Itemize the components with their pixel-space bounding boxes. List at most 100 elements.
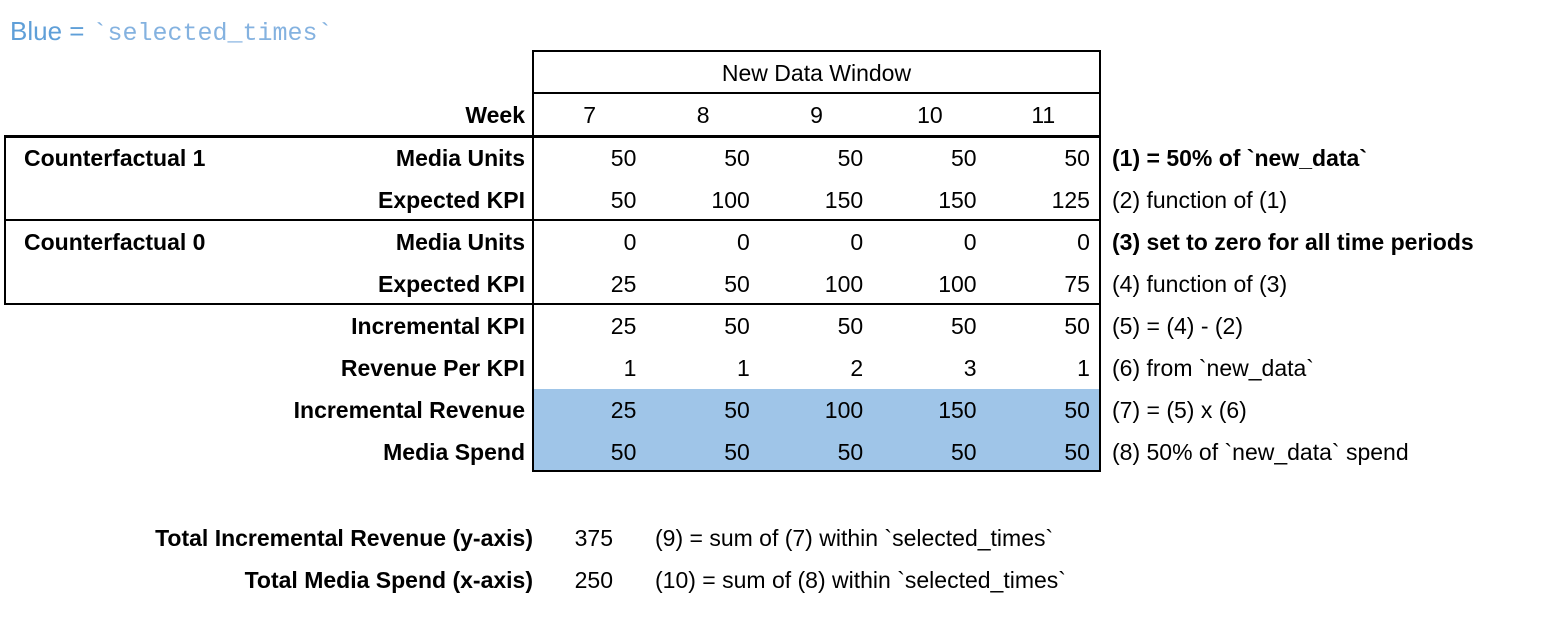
annotation-1: (1) = 50% of `new_data` [1112, 145, 1367, 171]
table-row-cf0-media-units: Counterfactual 0 Media Units 0 0 0 0 0 [4, 221, 1100, 263]
annotation-7: (7) = (5) x (6) [1112, 397, 1247, 423]
legend-blue-note: Blue = `selected_times` [10, 16, 333, 48]
table-row-cf1-expected-kpi: Expected KPI 50 100 150 150 125 [4, 179, 1100, 221]
data-cell: 0 [736, 229, 750, 255]
data-cell-highlighted: 25 [610, 397, 637, 423]
week-header-row: Week 7 8 9 10 11 [4, 94, 1100, 136]
data-cell-highlighted: 50 [724, 397, 750, 423]
data-cell-highlighted: 50 [1064, 397, 1090, 423]
week-number: 10 [917, 102, 943, 128]
row-label: Media Units [395, 229, 525, 255]
data-cell: 50 [610, 187, 637, 213]
data-cell: 100 [711, 187, 750, 213]
annotation-6: (6) from `new_data` [1112, 355, 1314, 381]
data-cell: 150 [824, 187, 864, 213]
border-ndw-top [532, 50, 1101, 52]
border-week-bottom [4, 135, 1101, 138]
data-cell-highlighted: 50 [724, 439, 750, 465]
row-label: Incremental KPI [351, 313, 525, 339]
data-cell: 50 [1064, 313, 1090, 339]
data-cell: 100 [938, 271, 977, 297]
border-label-left [4, 135, 6, 305]
row-label: Media Spend [383, 439, 525, 465]
border-cf1-bottom [4, 219, 1101, 221]
group-label [4, 389, 234, 431]
data-cell-highlighted: 50 [1064, 439, 1090, 465]
data-cell-highlighted: 50 [837, 439, 864, 465]
data-cell: 50 [724, 271, 750, 297]
data-cell: 125 [1051, 187, 1090, 213]
data-cell: 3 [963, 355, 977, 381]
annotation-4: (4) function of (3) [1112, 271, 1288, 297]
week-label: Week [465, 102, 525, 128]
data-cell-highlighted: 100 [824, 397, 864, 423]
annotation-5: (5) = (4) - (2) [1112, 313, 1243, 339]
data-cell-highlighted: 50 [610, 439, 637, 465]
data-cell: 0 [850, 229, 864, 255]
spacer-cell [4, 94, 234, 136]
annotation-8: (8) 50% of `new_data` spend [1112, 439, 1409, 465]
table-row-revenue-per-kpi: Revenue Per KPI 1 1 2 3 1 [4, 347, 1100, 389]
data-cell: 50 [837, 145, 864, 171]
week-number: 8 [696, 102, 710, 128]
group-label [4, 431, 234, 473]
annotation-9: (9) = sum of (7) within `selected_times` [655, 525, 1054, 551]
row-label: Incremental Revenue [293, 397, 525, 423]
row-label: Media Units [395, 145, 525, 171]
row-label: Revenue Per KPI [340, 355, 525, 381]
data-cell: 0 [1077, 229, 1090, 255]
border-ndw-bottom [532, 92, 1101, 94]
new-data-window-header: New Data Window [721, 60, 912, 86]
border-label-divider [532, 50, 534, 472]
week-number: 11 [1031, 102, 1056, 128]
total-incremental-revenue-label: Total Incremental Revenue (y-axis) [155, 525, 533, 551]
group-label [4, 263, 234, 305]
row-label: Expected KPI [378, 187, 525, 213]
legend-code-selected-times: `selected_times` [92, 19, 333, 48]
data-cell: 150 [938, 187, 977, 213]
group-label-counterfactual-1: Counterfactual 1 [24, 145, 206, 171]
data-cell: 50 [724, 313, 750, 339]
data-cell: 25 [610, 313, 637, 339]
table-row-cf0-expected-kpi: Expected KPI 25 50 100 100 75 [4, 263, 1100, 305]
table-row-media-spend: Media Spend 50 50 50 50 50 [4, 431, 1100, 473]
data-cell: 2 [850, 355, 864, 381]
data-cell: 50 [950, 313, 977, 339]
week-number: 9 [810, 102, 823, 128]
data-cell: 50 [837, 313, 864, 339]
data-cell: 0 [963, 229, 977, 255]
table-row-incremental-revenue: Incremental Revenue 25 50 100 150 50 [4, 389, 1100, 431]
data-cell: 1 [623, 355, 637, 381]
data-cell: 50 [950, 145, 977, 171]
data-cell: 1 [736, 355, 750, 381]
week-number: 7 [583, 102, 597, 128]
table-row-incremental-kpi: Incremental KPI 25 50 50 50 50 [4, 305, 1100, 347]
data-cell: 25 [610, 271, 637, 297]
data-cell-highlighted: 150 [938, 397, 977, 423]
data-cell: 0 [623, 229, 637, 255]
border-table-right [1099, 50, 1101, 472]
border-cf0-bottom [4, 303, 1101, 305]
group-label [4, 305, 234, 347]
total-media-spend-label: Total Media Spend (x-axis) [244, 567, 533, 593]
table-row-cf1-media-units: Counterfactual 1 Media Units 50 50 50 50… [4, 137, 1100, 179]
total-incremental-revenue-value: 375 [574, 525, 613, 551]
group-label-counterfactual-0: Counterfactual 0 [24, 229, 206, 255]
data-cell: 50 [1064, 145, 1090, 171]
data-cell: 100 [824, 271, 864, 297]
data-cell-highlighted: 50 [950, 439, 977, 465]
data-cell: 1 [1077, 355, 1090, 381]
annotation-3: (3) set to zero for all time periods [1112, 229, 1474, 255]
group-label [4, 347, 234, 389]
legend-label: Blue = [10, 16, 85, 46]
row-label: Expected KPI [378, 271, 525, 297]
total-media-spend-value: 250 [574, 567, 613, 593]
data-cell: 50 [610, 145, 637, 171]
annotation-2: (2) function of (1) [1112, 187, 1288, 213]
selected-times-highlight [534, 389, 1099, 471]
border-table-bottom [532, 470, 1101, 472]
annotation-10: (10) = sum of (8) within `selected_times… [655, 567, 1066, 593]
group-label [4, 179, 234, 221]
data-cell: 50 [724, 145, 750, 171]
